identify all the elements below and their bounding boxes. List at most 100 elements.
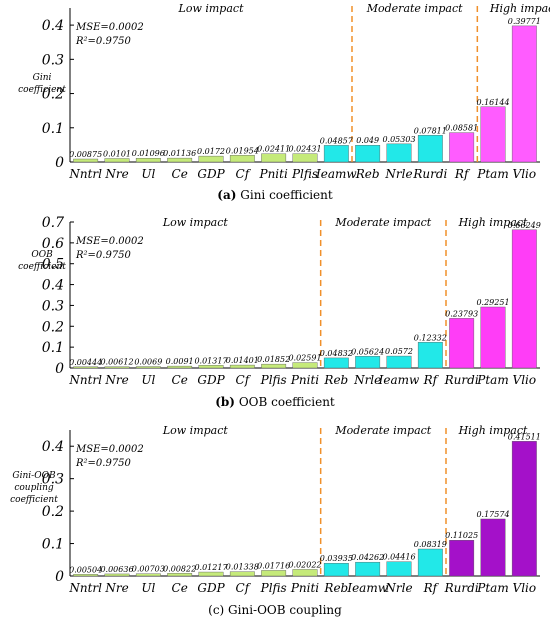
- bar: [135, 366, 161, 369]
- x-tick-label: Ieamw: [378, 373, 420, 387]
- bar: [417, 548, 443, 577]
- y-tick-label: 0.4: [42, 18, 64, 34]
- x-tick-label: Rf: [454, 167, 471, 181]
- bar: [292, 153, 318, 163]
- bar: [480, 306, 506, 369]
- x-tick-label: Nntrl: [68, 373, 102, 387]
- value-label: 0.02411: [257, 145, 290, 154]
- value-label: 0.049: [356, 136, 379, 145]
- value-label: 0.0172: [197, 147, 225, 156]
- group-label: Low impact: [178, 2, 245, 15]
- x-tick-label: Reb: [323, 581, 348, 595]
- y-tick-label: 0: [55, 569, 64, 585]
- bar: [386, 355, 412, 369]
- bar: [198, 155, 224, 163]
- x-tick-label: Reb: [323, 373, 348, 387]
- x-tick-label: Vlio: [513, 167, 537, 181]
- bar: [73, 158, 99, 163]
- bar: [323, 563, 349, 577]
- bar: [355, 145, 381, 163]
- value-label: 0.01338: [226, 563, 259, 572]
- bar: [261, 570, 287, 577]
- value-label: 0.00822: [163, 564, 196, 573]
- x-tick-label: Cf: [236, 581, 252, 595]
- x-tick-label: Ul: [141, 373, 155, 387]
- x-tick-label: GDP: [197, 167, 225, 181]
- bar: [417, 135, 443, 163]
- y-tick-label: 0.1: [42, 537, 64, 553]
- y-axis-label-line: OOB: [31, 250, 53, 260]
- x-tick-label: Vlio: [513, 373, 537, 387]
- value-label: 0.04857: [320, 136, 354, 145]
- x-tick-label: Plfis: [260, 373, 287, 387]
- caption-c: (c) Gini-OOB coupling: [208, 603, 342, 617]
- x-tick-label: Nrle: [353, 373, 381, 387]
- bar: [167, 573, 193, 577]
- value-label: 0.0091: [166, 357, 194, 366]
- x-tick-label: Pniti: [290, 581, 319, 595]
- y-tick-label: 0.2: [42, 319, 64, 335]
- value-label: 0.02431: [288, 145, 321, 154]
- group-label: Moderate impact: [366, 2, 463, 15]
- value-label: 0.01401: [226, 356, 259, 365]
- value-label: 0.23793: [445, 309, 478, 318]
- x-tick-label: Ieamw: [315, 167, 357, 181]
- value-label: 0.04416: [382, 553, 415, 562]
- x-tick-label: Cf: [236, 373, 252, 387]
- value-label: 0.02591: [288, 354, 321, 363]
- value-label: 0.00612: [100, 358, 133, 367]
- annotation-r2: R²=0.9750: [75, 36, 132, 47]
- annotation-mse: MSE=0.0002: [75, 444, 144, 455]
- x-tick-label: Rurdi: [412, 167, 447, 181]
- annotation-mse: MSE=0.0002: [75, 22, 144, 33]
- bar: [480, 518, 506, 577]
- annotation-mse: MSE=0.0002: [75, 236, 144, 247]
- x-tick-label: Vlio: [513, 581, 537, 595]
- bar: [229, 155, 255, 163]
- bar: [261, 363, 287, 369]
- x-tick-label: Ptam: [476, 581, 508, 595]
- caption-b: (b) OOB coefficient: [215, 395, 335, 409]
- bar: [104, 366, 130, 369]
- value-label: 0.01136: [163, 149, 196, 158]
- value-label: 0.02022: [288, 560, 321, 569]
- x-tick-label: Nre: [104, 167, 128, 181]
- bar: [292, 362, 318, 369]
- x-tick-label: GDP: [197, 581, 225, 595]
- value-label: 0.00875: [69, 150, 102, 159]
- value-label: 0.00444: [69, 358, 102, 367]
- x-tick-label: Nre: [104, 581, 128, 595]
- x-tick-label: Rurdi: [444, 581, 479, 595]
- bar: [167, 157, 193, 163]
- y-tick-label: 0.1: [42, 340, 64, 356]
- bar: [511, 25, 537, 163]
- y-tick-label: 0.7: [42, 215, 64, 231]
- group-label: High impact: [458, 216, 528, 229]
- value-label: 0.29251: [476, 298, 509, 307]
- group-label: High impact: [458, 424, 528, 437]
- bar: [386, 561, 412, 577]
- group-label: Moderate impact: [334, 216, 431, 229]
- value-label: 0.0101: [103, 150, 131, 159]
- x-tick-label: Nntrl: [68, 581, 102, 595]
- y-axis-label-line: Gini-OOB: [12, 471, 56, 481]
- value-label: 0.0069: [134, 358, 162, 367]
- value-label: 0.16144: [476, 98, 509, 107]
- y-tick-label: 0.6: [42, 236, 64, 252]
- annotation-r2: R²=0.9750: [75, 250, 132, 261]
- y-tick-label: 0.3: [42, 472, 64, 488]
- value-label: 0.01852: [257, 355, 290, 364]
- x-tick-label: Nrle: [384, 167, 412, 181]
- bar: [355, 561, 381, 577]
- bar: [511, 229, 537, 369]
- x-tick-label: Plfis: [291, 167, 318, 181]
- bar: [167, 365, 193, 369]
- y-axis-label-line: coefficient: [18, 85, 66, 95]
- x-tick-label: Plfis: [260, 581, 287, 595]
- value-label: 0.39771: [508, 17, 541, 26]
- value-label: 0.08581: [445, 124, 478, 133]
- bar: [229, 571, 255, 577]
- bar: [135, 158, 161, 163]
- caption-a: (a) Gini coefficient: [217, 188, 333, 202]
